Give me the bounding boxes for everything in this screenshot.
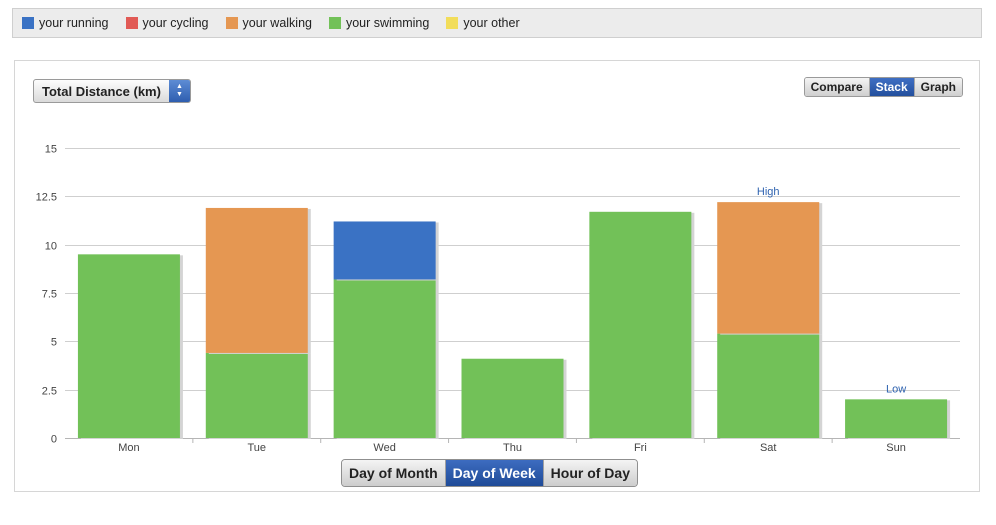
x-tick-label: Fri — [634, 442, 647, 454]
legend-swatch-cycling — [125, 17, 138, 29]
graph-button[interactable]: Graph — [913, 78, 962, 96]
updown-arrows-icon: ▲ ▼ — [168, 80, 190, 102]
x-tick-label: Sun — [886, 442, 906, 454]
y-tick-label: 5 — [51, 337, 57, 349]
y-tick-label: 10 — [45, 241, 57, 253]
bar-segment-wed — [333, 279, 436, 438]
period-tab-group: Day of Month Day of Week Hour of Day — [341, 459, 638, 487]
bar-segment-thu — [461, 358, 564, 438]
tab-day-of-month[interactable]: Day of Month — [342, 460, 445, 486]
legend-swatch-other — [446, 17, 459, 29]
tab-hour-of-day[interactable]: Hour of Day — [542, 460, 637, 486]
bar-segment-wed — [333, 221, 436, 280]
y-tick-label: 2.5 — [42, 386, 57, 398]
bar-segment-sat — [717, 333, 820, 438]
x-tick-label: Tue — [248, 442, 267, 454]
annotation-low: Low — [886, 383, 906, 395]
legend-swatch-walking — [225, 17, 238, 29]
x-tick-label: Mon — [118, 442, 139, 454]
legend-item-cycling[interactable]: your cycling — [125, 16, 209, 30]
legend-bar: your running your cycling your walking y… — [12, 8, 982, 38]
metric-select-label: Total Distance (km) — [42, 83, 161, 99]
legend-item-running[interactable]: your running — [22, 16, 109, 30]
legend-label-swimming: your swimming — [345, 16, 430, 30]
legend-label-cycling: your cycling — [142, 16, 209, 30]
bar-segment-tue — [205, 207, 308, 353]
legend-item-swimming[interactable]: your swimming — [328, 16, 430, 30]
x-tick-label: Sat — [760, 442, 777, 454]
bar-segment-sat — [717, 202, 820, 334]
y-tick-label: 0 — [51, 434, 57, 446]
legend-label-running: your running — [39, 16, 109, 30]
y-tick-label: 12.5 — [36, 192, 57, 204]
compare-button[interactable]: Compare — [804, 78, 869, 96]
annotation-high: High — [757, 186, 780, 198]
y-tick-label: 7.5 — [42, 289, 57, 301]
bar-chart: 0 2.5 5 7.5 10 12.5 15 Mon Tue Wed Thu Fri Sat Sun Hig… — [36, 144, 960, 454]
x-tick-label: Wed — [373, 442, 395, 454]
stack-button[interactable]: Stack — [868, 78, 914, 96]
bar-segment-fri — [589, 211, 692, 438]
legend-item-walking[interactable]: your walking — [225, 16, 312, 30]
x-tick-label: Thu — [503, 442, 522, 454]
metric-select[interactable]: Total Distance (km) ▲ ▼ — [33, 79, 191, 103]
bar-segment-mon — [77, 254, 180, 438]
legend-swatch-running — [22, 17, 34, 29]
view-mode-group: Compare Stack Graph — [803, 77, 963, 97]
legend-label-other: your other — [463, 16, 520, 30]
tab-day-of-week[interactable]: Day of Week — [444, 460, 543, 486]
y-tick-label: 15 — [45, 144, 57, 156]
legend-item-other[interactable]: your other — [446, 16, 520, 30]
bar-segment-tue — [205, 352, 308, 438]
legend-swatch-swimming — [328, 17, 341, 29]
legend-label-walking: your walking — [242, 16, 312, 30]
bar-segment-sun — [845, 399, 948, 438]
